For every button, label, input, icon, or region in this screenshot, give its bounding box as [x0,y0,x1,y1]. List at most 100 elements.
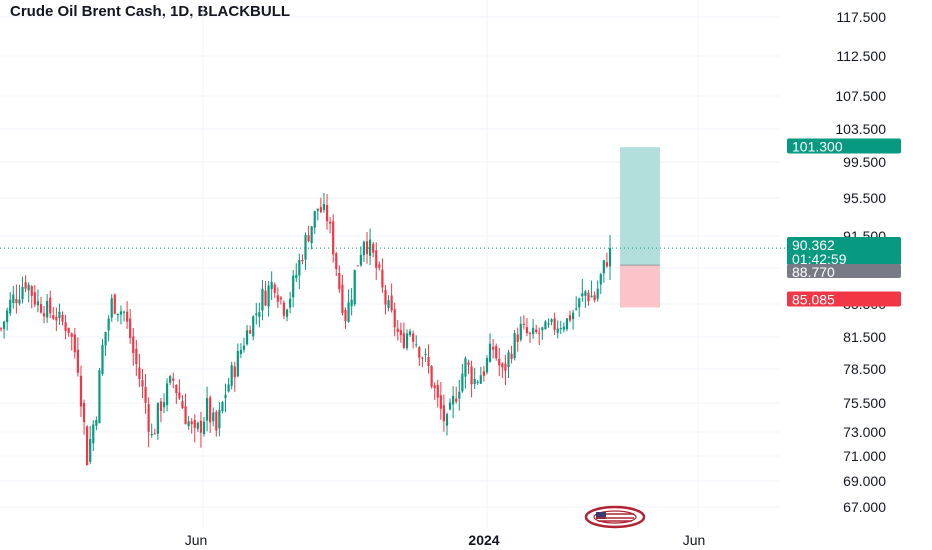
candle [95,416,98,431]
candle [273,282,276,298]
position-zones [620,147,660,308]
svg-text:85.085: 85.085 [792,292,835,308]
candle [322,192,326,213]
candle [430,365,433,389]
candle [76,337,79,377]
price-tick-label: 71.000 [843,448,886,464]
chart-title: Crude Oil Brent Cash, 1D, BLACKBULL [10,3,291,20]
candle [110,294,113,322]
stop-price-badge: 85.085 [787,291,901,308]
svg-text:01:42:59: 01:42:59 [792,251,847,267]
candle [270,271,273,301]
candle [227,377,230,393]
candle [519,316,522,342]
candle [107,315,110,342]
candle [30,284,33,309]
candle [590,280,593,298]
candle [381,258,384,293]
candle [132,327,135,366]
candle [408,328,412,337]
price-tick-label: 75.500 [843,395,886,411]
candle [593,291,596,303]
price-tick-label: 81.500 [843,329,886,345]
candle [181,395,184,409]
candle [285,308,289,322]
candle [264,281,267,307]
candle [448,398,452,411]
candle [282,300,286,320]
candle [12,285,15,309]
candle [587,289,590,306]
candle [89,426,92,465]
candle [399,322,402,343]
candle [581,278,584,302]
candle [122,310,126,322]
candle [445,412,449,436]
candle [313,210,316,234]
candle [452,386,455,419]
candle [187,416,190,430]
candle [261,279,264,321]
candle [307,225,310,243]
candle [335,252,338,277]
candle [482,366,485,382]
candle [169,374,172,386]
tradingview-flag-icon [584,505,646,529]
candle [126,301,129,329]
candle [70,332,73,351]
time-axis: Jun 2024 Jun [185,532,706,548]
candle [455,386,458,404]
candle [338,265,341,293]
candle [571,309,575,330]
candle [55,307,58,331]
candle [584,289,587,308]
candle [18,284,21,306]
candle [79,365,83,417]
candle [510,345,513,364]
candle [442,394,446,432]
price-tick-label: 69.000 [843,473,886,489]
candle [605,252,609,268]
candle [193,414,196,443]
candle [233,361,236,392]
candle [209,395,212,433]
candle [316,208,319,221]
candle [602,259,605,283]
candle [596,280,599,302]
price-tick-label: 73.000 [843,424,886,440]
candle [141,368,144,398]
candle [461,363,464,393]
candle [196,421,199,432]
candle [578,297,581,317]
candle [479,366,482,384]
candle [344,307,347,329]
candle [245,325,249,346]
candle [541,326,544,340]
candle [464,356,467,389]
candle [202,416,206,437]
candle [390,283,393,313]
stop-zone[interactable] [620,265,660,308]
candle [319,197,322,214]
candle [568,310,572,323]
target-zone[interactable] [620,147,660,266]
candle [113,293,116,315]
price-tick-label: 117.500 [836,9,886,25]
candle [553,312,556,336]
candle [33,284,36,308]
candle [292,270,295,308]
candle [562,322,565,333]
svg-text:101.300: 101.300 [792,139,843,155]
candle [329,217,332,234]
price-tick-label: 67.000 [843,499,886,515]
price-tick-label: 95.500 [843,190,886,206]
candle [135,340,138,376]
candle [249,325,252,334]
candle [467,359,470,374]
candle [190,417,193,434]
candle [258,302,261,328]
candle [325,193,329,230]
candle [485,355,489,375]
candle [565,318,569,332]
